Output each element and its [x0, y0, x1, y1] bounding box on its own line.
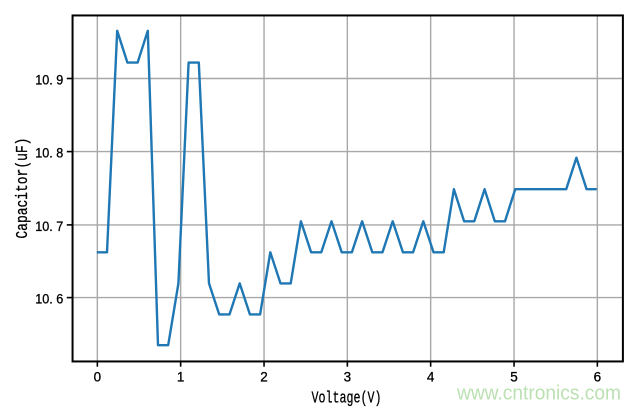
svg-text:Voltage(V): Voltage(V): [312, 390, 382, 409]
svg-text:6: 6: [594, 370, 602, 385]
svg-text:1: 1: [177, 370, 185, 385]
svg-text:10. 6: 10. 6: [35, 292, 63, 307]
svg-text:10. 7: 10. 7: [35, 219, 63, 234]
svg-text:2: 2: [260, 370, 268, 385]
svg-text:3: 3: [344, 370, 352, 385]
svg-text:www.cntronics.com: www.cntronics.com: [456, 383, 621, 405]
svg-text:4: 4: [427, 370, 435, 385]
svg-text:10. 8: 10. 8: [35, 146, 63, 161]
svg-text:10. 9: 10. 9: [35, 73, 63, 88]
svg-text:Capacitor(uF): Capacitor(uF): [14, 138, 33, 239]
svg-text:5: 5: [510, 370, 518, 385]
svg-text:0: 0: [94, 370, 102, 385]
